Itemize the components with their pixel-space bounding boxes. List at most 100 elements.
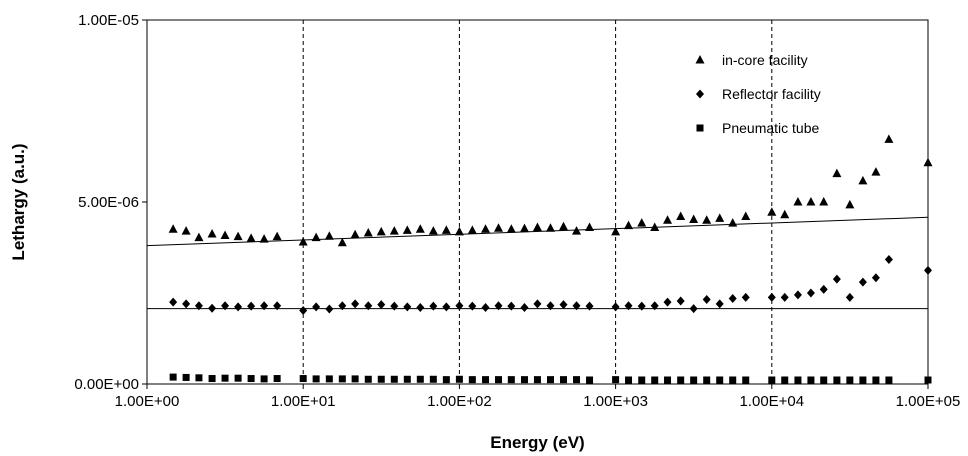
trendline: [146, 216, 929, 247]
square-point: [794, 376, 802, 384]
square-point: [325, 375, 333, 383]
diamond-point: [481, 303, 490, 313]
square-point: [677, 376, 685, 384]
diamond-point: [884, 255, 893, 265]
triangle-point: [519, 223, 529, 233]
square-point: [442, 376, 450, 384]
legend-label: Pneumatic tube: [722, 120, 819, 136]
diamond-point: [442, 302, 451, 312]
diamond-point: [806, 288, 815, 298]
square-point: [533, 376, 541, 384]
triangle-point: [481, 224, 491, 233]
triangle-point: [845, 199, 855, 209]
square-point: [586, 376, 594, 384]
y-tick-label: 5.00E-06: [78, 194, 139, 211]
square-point: [546, 376, 554, 384]
triangle-point: [532, 222, 542, 231]
square-point: [221, 374, 229, 382]
triangle-point: [506, 224, 516, 233]
triangle-point: [259, 234, 269, 243]
diamond-point: [273, 301, 282, 311]
diamond-point: [325, 304, 334, 314]
diamond-point: [364, 301, 373, 311]
square-point: [846, 376, 854, 384]
triangle-point: [376, 226, 386, 236]
square-point: [299, 375, 307, 383]
triangle-point: [871, 167, 881, 176]
triangle-point: [715, 213, 725, 222]
series-triangle: [168, 134, 933, 247]
triangle-point: [168, 224, 178, 233]
square-point: [495, 376, 503, 384]
diamond-point: [728, 293, 737, 303]
square-point: [768, 376, 776, 384]
triangle-point: [806, 197, 816, 206]
diamond-point: [845, 292, 854, 302]
triangle-point: [233, 231, 243, 241]
square-point: [690, 376, 698, 384]
triangle-point: [545, 223, 555, 232]
series-diamond: [169, 255, 932, 315]
diamond-point: [741, 292, 750, 302]
triangle-point: [207, 229, 217, 238]
diamond-point: [351, 299, 360, 309]
diamond-point: [260, 301, 269, 311]
triangle-point: [311, 232, 321, 242]
diamond-point: [377, 300, 386, 310]
triangle-point: [559, 221, 569, 231]
square-point: [729, 376, 737, 384]
triangle-point: [402, 225, 412, 234]
square-point: [742, 376, 750, 384]
x-axis: 1.00E+00 1.00E+01 1.00E+02 1.00E+03 1.00E+04…: [115, 384, 961, 410]
diamond-point: [689, 304, 698, 314]
legend: in-core facility Reflector facility Pneuma…: [695, 52, 821, 136]
square-point: [390, 375, 398, 383]
diamond-point: [559, 300, 568, 310]
diamond-point: [429, 301, 438, 311]
square-point: [403, 375, 411, 383]
square-point: [625, 376, 633, 384]
triangle-point: [819, 197, 829, 206]
diamond-point: [169, 297, 178, 307]
square-point: [195, 374, 203, 382]
square-point: [338, 375, 346, 383]
triangle-point: [702, 215, 712, 224]
square-point: [377, 375, 385, 383]
triangle-point: [350, 229, 360, 239]
diamond-point: [702, 295, 711, 305]
square-point: [507, 376, 515, 384]
square-point: [482, 376, 490, 384]
diamond-point: [611, 302, 620, 312]
square-point: [833, 376, 841, 384]
square-point: [573, 376, 581, 384]
series-square: [169, 373, 932, 384]
square-point: [859, 376, 867, 384]
x-tick-label: 1.00E+05: [896, 393, 961, 410]
triangle-point: [650, 222, 660, 231]
triangle-point: [415, 224, 425, 233]
diamond-point: [650, 301, 659, 311]
legend-label: in-core facility: [722, 52, 808, 68]
triangle-point: [324, 231, 334, 240]
triangle-point: [337, 237, 347, 247]
square-point: [364, 375, 372, 383]
triangle-point: [454, 226, 464, 236]
x-tick-label: 1.00E+04: [739, 393, 804, 410]
square-point: [182, 373, 190, 381]
triangle-point: [663, 215, 673, 224]
diamond-point: [533, 299, 542, 309]
diamond-point: [390, 301, 399, 311]
square-point: [664, 376, 672, 384]
y-axis-title: Lethargy (a.u.): [9, 143, 28, 260]
diamond-point: [546, 301, 555, 311]
diamond-point: [520, 303, 529, 313]
diamond-point: [312, 302, 321, 312]
x-tick-label: 1.00E+01: [271, 393, 336, 410]
square-point: [807, 376, 815, 384]
diamond-point: [299, 305, 308, 315]
diamond-point: [715, 299, 724, 309]
triangle-point: [741, 211, 751, 221]
y-tick-label: 1.00E-05: [78, 12, 139, 29]
diamond-point: [455, 301, 464, 311]
square-point: [820, 376, 828, 384]
